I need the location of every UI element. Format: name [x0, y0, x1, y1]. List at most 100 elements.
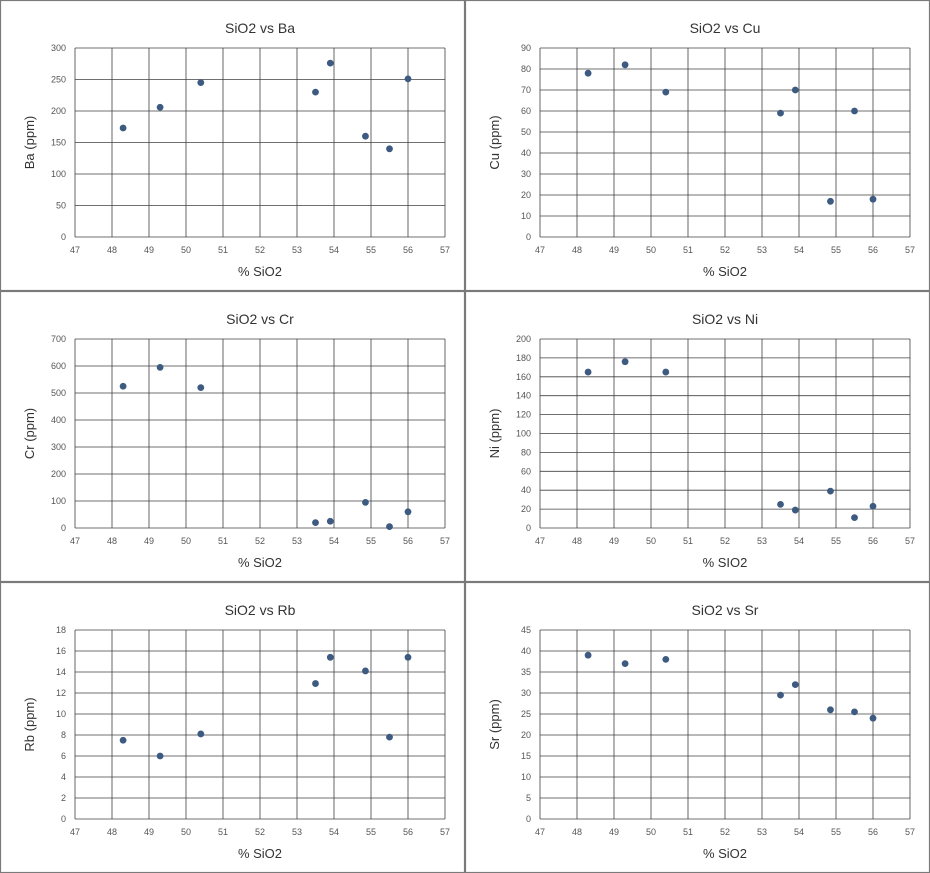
y-tick-label: 15: [521, 751, 531, 761]
x-tick-label: 51: [218, 536, 228, 546]
x-tick-label: 48: [107, 536, 117, 546]
panel-border: [0, 290, 466, 583]
data-point: [851, 514, 858, 522]
x-tick-label: 57: [905, 245, 915, 255]
data-point: [869, 195, 877, 203]
x-tick-label: 56: [868, 827, 878, 837]
chart-panel-1: SiO2 vs Ba 47 48 49 50 51 52 53 54 55 56 57 0 50 100 15…: [0, 0, 466, 292]
x-tick-label: 47: [70, 536, 80, 546]
data-point: [156, 103, 164, 111]
x-tick-label: 52: [720, 827, 730, 837]
x-tick-label: 56: [403, 245, 413, 255]
data-point: [584, 69, 592, 77]
x-axis-label: % SiO2: [703, 846, 747, 861]
y-tick-label: 10: [521, 211, 531, 221]
y-tick-label: 25: [521, 709, 531, 719]
y-tick-label: 100: [516, 429, 531, 439]
y-tick-label: 0: [61, 232, 66, 242]
x-tick-label: 53: [292, 536, 302, 546]
x-tick-label: 55: [366, 536, 376, 546]
y-tick-label: 600: [51, 361, 66, 371]
x-tick-label: 47: [535, 827, 545, 837]
data-point: [312, 88, 319, 96]
data-point: [119, 382, 127, 390]
chart-title: SiO2 vs Ni: [692, 311, 758, 327]
data-point: [326, 59, 334, 67]
data-point: [851, 107, 858, 115]
y-tick-label: 20: [521, 190, 531, 200]
y-tick-label: 14: [56, 667, 66, 677]
data-point: [827, 706, 834, 714]
panel-border: [0, 0, 466, 292]
data-point: [312, 519, 319, 526]
x-tick-label: 51: [683, 827, 693, 837]
x-tick-label: 50: [646, 245, 656, 255]
data-point: [197, 79, 205, 87]
y-tick-label: 0: [526, 814, 531, 824]
data-point: [156, 363, 164, 371]
y-tick-label: 160: [516, 372, 531, 382]
y-tick-label: 12: [56, 688, 66, 698]
x-tick-label: 54: [794, 245, 804, 255]
y-tick-label: 140: [516, 391, 531, 401]
data-point: [621, 660, 629, 667]
y-tick-label: 20: [521, 730, 531, 740]
x-tick-label: 51: [683, 245, 693, 255]
x-axis-label: % SiO2: [238, 264, 282, 279]
chart-title: SiO2 vs Cu: [690, 20, 761, 36]
x-tick-label: 50: [181, 245, 191, 255]
data-point: [404, 653, 412, 661]
data-point: [197, 384, 205, 391]
x-tick-label: 53: [292, 245, 302, 255]
y-tick-label: 50: [56, 201, 66, 211]
y-tick-label: 18: [56, 625, 66, 635]
y-tick-label: 80: [521, 64, 531, 74]
chart-title: SiO2 vs Ba: [225, 20, 295, 36]
data-point: [362, 667, 369, 675]
x-tick-label: 53: [757, 245, 767, 255]
x-tick-label: 47: [535, 245, 545, 255]
y-tick-label: 70: [521, 85, 531, 95]
data-point: [312, 680, 319, 687]
data-point: [791, 86, 799, 94]
x-axis-label: % SiO2: [703, 264, 747, 279]
chart-title: SiO2 vs Rb: [225, 602, 296, 618]
x-tick-label: 50: [181, 827, 191, 837]
x-tick-label: 49: [144, 245, 154, 255]
x-tick-label: 54: [794, 827, 804, 837]
data-point: [777, 691, 784, 699]
x-tick-label: 48: [107, 827, 117, 837]
y-tick-label: 0: [526, 232, 531, 242]
y-tick-label: 6: [61, 751, 66, 761]
chart-panel-4: SiO2 vs Ni 47 48 49 50 51 52 53 54 55 56 57 0 20 40 60 8…: [464, 290, 930, 583]
data-point: [362, 132, 369, 140]
y-tick-label: 30: [521, 169, 531, 179]
x-axis-label: % SiO2: [238, 555, 282, 570]
data-point: [621, 61, 629, 69]
x-tick-label: 47: [70, 827, 80, 837]
x-tick-label: 54: [329, 245, 339, 255]
y-tick-label: 80: [521, 447, 531, 457]
x-tick-label: 48: [572, 536, 582, 546]
y-tick-label: 60: [521, 466, 531, 476]
x-tick-label: 53: [757, 536, 767, 546]
data-point: [386, 733, 393, 741]
x-tick-label: 55: [831, 827, 841, 837]
chart-panel-6: SiO2 vs Sr 47 48 49 50 51 52 53 54 55 56 57 0 5 10 15 20…: [464, 581, 930, 873]
data-point: [584, 368, 592, 376]
x-tick-label: 57: [905, 536, 915, 546]
x-tick-label: 56: [403, 827, 413, 837]
x-tick-label: 55: [366, 245, 376, 255]
y-axis-label: Cu (ppm): [487, 115, 502, 169]
x-tick-label: 52: [255, 827, 265, 837]
x-tick-label: 55: [831, 245, 841, 255]
chart-panel-5: SiO2 vs Rb 47 48 49 50 51 52 53 54 55 56 57 0 2 4 6 8 10 1…: [0, 581, 466, 873]
x-tick-label: 49: [609, 536, 619, 546]
y-tick-label: 20: [521, 504, 531, 514]
x-tick-label: 57: [440, 827, 450, 837]
x-tick-label: 49: [144, 536, 154, 546]
y-tick-label: 40: [521, 646, 531, 656]
x-tick-label: 49: [609, 245, 619, 255]
y-tick-label: 40: [521, 148, 531, 158]
